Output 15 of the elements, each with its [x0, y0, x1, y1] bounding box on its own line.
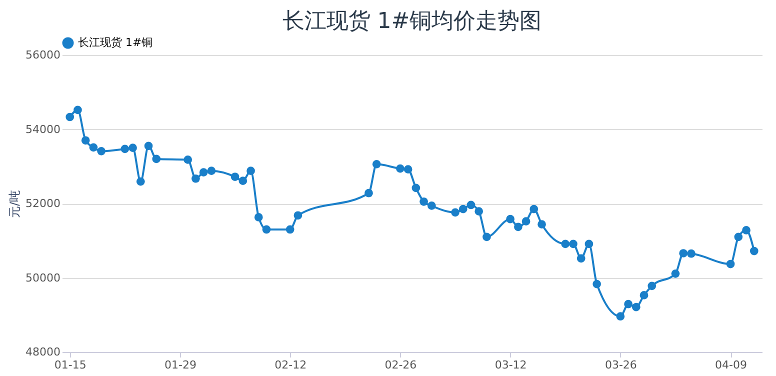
y-tick-label: 52000: [26, 197, 60, 210]
x-tick-label: 01-29: [164, 358, 196, 372]
legend-label: 长江现货 1#铜: [78, 36, 153, 49]
x-tick-label: 04-09: [715, 358, 748, 372]
x-tick-label: 02-26: [384, 358, 417, 372]
y-tick-label: 50000: [26, 271, 60, 284]
x-tick-label: 02-12: [274, 358, 307, 372]
chart-title: 长江现货 1#铜均价走势图: [282, 9, 542, 34]
x-tick-label: 03-26: [604, 358, 637, 372]
x-tick-label: 01-15: [54, 358, 86, 372]
y-tick-label: 56000: [26, 48, 60, 62]
x-tick-label: 03-12: [494, 358, 527, 372]
y-tick-label: 54000: [26, 122, 60, 136]
y-tick-label: 48000: [26, 346, 60, 358]
y-axis-title: 元/吨: [8, 190, 22, 218]
